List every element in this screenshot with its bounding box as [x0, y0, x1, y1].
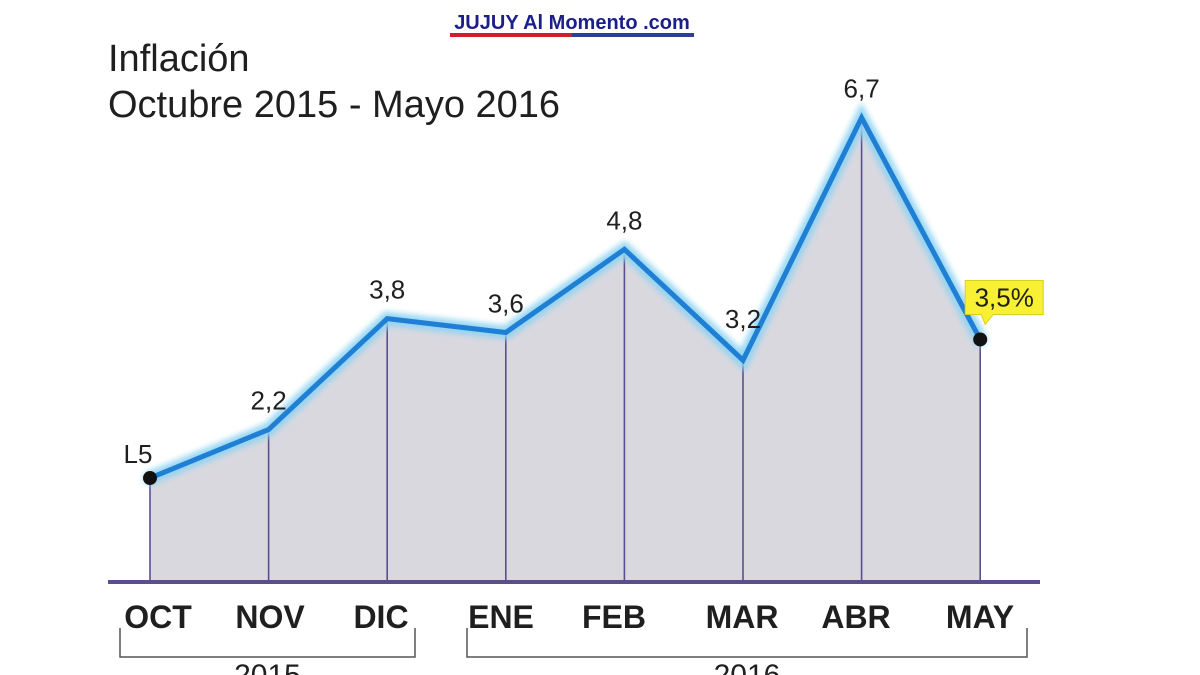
category-label-abr: ABR	[821, 599, 890, 635]
chart-subtitle: Octubre 2015 - Mayo 2016	[108, 84, 560, 126]
value-label-may: 3,5%	[975, 282, 1034, 312]
watermark-blue-bar	[572, 33, 694, 37]
data-point-marker-may	[973, 332, 988, 347]
value-label-feb: 4,8	[606, 205, 642, 235]
data-point-marker-oct	[143, 471, 157, 486]
area-fill	[150, 117, 981, 582]
year-label: 2015	[234, 659, 301, 675]
highlight-callout: 3,5%	[964, 279, 1044, 326]
year-groups: 2015 2016	[119, 628, 1028, 675]
highlight-box	[964, 279, 1044, 326]
value-label-oct: L5	[124, 439, 153, 469]
category-label-ene: ENE	[468, 599, 534, 635]
category-label-mar: MAR	[706, 599, 779, 635]
year-group-2016: 2016	[466, 628, 1028, 675]
year-label: 2016	[714, 659, 781, 675]
category-label-may: MAY	[946, 599, 1014, 635]
markers	[143, 332, 988, 486]
category-label-dic: DIC	[353, 599, 408, 635]
chart-title: Inflación	[108, 38, 250, 80]
value-label-ene: 3,6	[488, 289, 524, 319]
category-label-feb: FEB	[582, 599, 646, 635]
year-bracket	[466, 628, 1028, 658]
category-labels: OCT NOV DIC ENE FEB MAR ABR MAY	[124, 599, 1014, 635]
category-label-nov: NOV	[235, 599, 305, 635]
year-bracket	[119, 628, 416, 658]
value-label-mar: 3,2	[725, 304, 761, 334]
area-layer	[150, 117, 981, 582]
series-line	[147, 112, 983, 481]
watermark-red-bar	[450, 33, 572, 37]
drop-lines	[149, 117, 982, 582]
line-layer	[143, 102, 988, 486]
year-group-2015: 2015	[119, 628, 416, 675]
watermark: JUJUY Al Momento .com	[450, 12, 694, 37]
value-label-nov: 2,2	[251, 386, 287, 416]
category-label-oct: OCT	[124, 599, 192, 635]
value-labels: L5 2,2 3,8 3,6 4,8 3,2 6,7 3,5%	[124, 74, 1044, 469]
watermark-text: JUJUY Al Momento .com	[454, 12, 690, 34]
value-label-abr: 6,7	[844, 74, 880, 104]
value-label-dic: 3,8	[369, 275, 405, 305]
